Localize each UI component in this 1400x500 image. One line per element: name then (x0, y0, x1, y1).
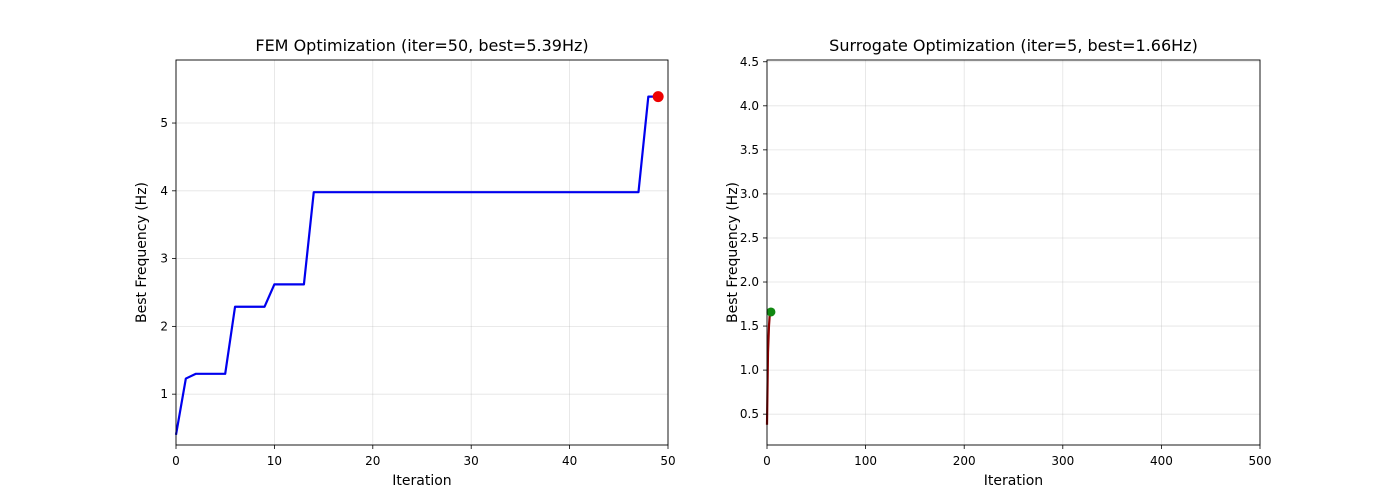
fem-x-tick-label: 40 (562, 454, 577, 468)
surrogate-y-tick-label: 1.5 (740, 319, 759, 333)
fem-x-tick-label: 30 (464, 454, 479, 468)
fem-best-frequency-line (174, 95, 659, 436)
surrogate-x-tick-label: 400 (1150, 454, 1173, 468)
fem-y-tick-label: 1 (160, 387, 168, 401)
surrogate-x-tick-label: 500 (1249, 454, 1272, 468)
surrogate-x-tick-label: 100 (854, 454, 877, 468)
surrogate-y-axis-label: Best Frequency (Hz) (725, 182, 741, 323)
surrogate-y-tick-label: 3.5 (740, 143, 759, 157)
surrogate-y-tick-label: 0.5 (740, 407, 759, 421)
surrogate-y-tick-label: 2.0 (740, 275, 759, 289)
surrogate-y-tick-label: 1.0 (740, 363, 759, 377)
fem-x-axis-label: Iteration (392, 473, 451, 489)
surrogate-chart-title: Surrogate Optimization (iter=5, best=1.6… (829, 36, 1198, 55)
fem-chart-title: FEM Optimization (iter=50, best=5.39Hz) (255, 36, 588, 55)
surrogate-y-tick-label: 4.0 (740, 99, 759, 113)
fem-x-tick-label: 10 (267, 454, 282, 468)
surrogate-best-point-marker (766, 307, 776, 317)
surrogate-y-tick-label: 2.5 (740, 231, 759, 245)
fem-best-point-marker (652, 91, 664, 103)
surrogate-y-tick-label: 3.0 (740, 187, 759, 201)
surrogate-x-tick-label: 300 (1051, 454, 1074, 468)
fem-x-tick-label: 20 (365, 454, 380, 468)
fem-x-tick-label: 0 (172, 454, 180, 468)
surrogate-x-tick-label: 200 (953, 454, 976, 468)
surrogate-axes-frame (766, 59, 1261, 446)
fem-y-tick-label: 5 (160, 116, 168, 130)
surrogate-x-axis-label: Iteration (984, 473, 1043, 489)
fem-x-tick-label: 50 (660, 454, 675, 468)
surrogate-y-tick-label: 4.5 (740, 55, 759, 69)
surrogate-optimization-plot: 0 100 200 300 400 500 0.5 1.0 1.5 2.0 2.5 3.0 3.5 4.0… (725, 36, 1271, 489)
fem-y-axis-label: Best Frequency (Hz) (134, 182, 150, 323)
fem-y-tick-label: 3 (160, 252, 168, 266)
surrogate-x-tick-label: 0 (763, 454, 771, 468)
fem-axes-frame (175, 59, 669, 446)
fem-y-tick-label: 4 (160, 184, 168, 198)
fem-optimization-plot: 0 10 20 30 40 50 1 2 3 4 5 FEM Optimization (iter=5… (134, 36, 676, 489)
fem-y-tick-label: 2 (160, 319, 168, 333)
